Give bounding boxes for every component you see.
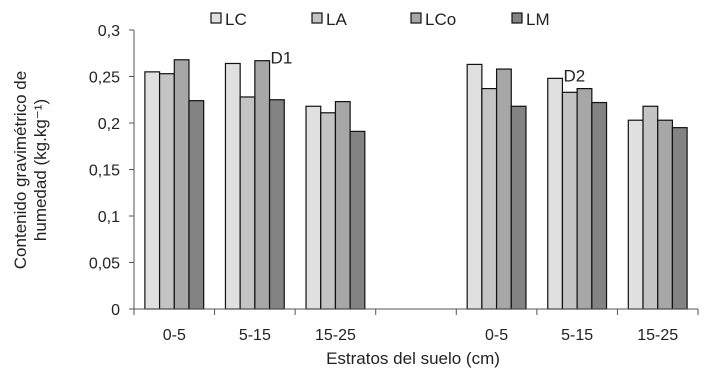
y-tick-label: 0,05	[89, 256, 120, 273]
legend-swatch	[311, 12, 323, 24]
panel-annotation: D1	[271, 49, 293, 68]
bar-lco	[495, 68, 512, 310]
legend-label: LA	[326, 10, 347, 29]
bar-lc	[144, 71, 161, 310]
legend-swatch	[511, 12, 523, 24]
axes-layer: 0 0,05 0,1 0,15 0,2 0,25 0,3 0-5 5-15 15-25 0-5 5-1…	[89, 23, 699, 344]
bar-lco	[576, 87, 593, 310]
legend-swatch	[210, 12, 222, 24]
bars-layer	[144, 59, 688, 310]
bar-la	[481, 87, 498, 310]
bar-la	[561, 91, 578, 310]
bar-lco	[173, 59, 190, 310]
x-tick-label: 5-15	[561, 327, 593, 344]
bar-lco	[657, 119, 674, 310]
y-tick-label: 0,1	[98, 209, 120, 226]
y-axis-label-line-2: humedad (kg.kg⁻¹)	[31, 99, 50, 241]
bar-lc	[547, 77, 564, 310]
y-tick-label: 0,15	[89, 163, 120, 180]
y-tick-label: 0,25	[89, 70, 120, 87]
legend: LC LA LCo LM	[210, 10, 550, 29]
bar-lco	[254, 60, 271, 310]
legend-label: LM	[526, 10, 550, 29]
bar-la	[642, 105, 659, 310]
bar-lc	[466, 63, 483, 310]
y-axis-label-line-1: Contenido gravimétrico de	[11, 71, 30, 269]
bar-la	[239, 96, 256, 310]
x-tick-label: 15-25	[637, 327, 678, 344]
bar-lm	[268, 99, 285, 310]
bar-lm	[510, 105, 527, 310]
legend-label: LC	[225, 10, 247, 29]
bar-lc	[224, 62, 241, 310]
y-tick-label: 0,3	[98, 23, 120, 40]
legend-swatch	[410, 12, 422, 24]
bar-lm	[349, 130, 366, 310]
bar-la	[158, 73, 175, 310]
bar-lm	[591, 101, 608, 310]
x-tick-label: 0-5	[163, 327, 186, 344]
bar-lm	[671, 127, 688, 310]
panel-annotation: D2	[563, 66, 585, 85]
bar-lm	[188, 100, 205, 310]
y-tick-label: 0	[111, 302, 120, 319]
x-tick-label: 0-5	[485, 327, 508, 344]
x-axis-label: Estratos del suelo (cm)	[326, 349, 500, 368]
bar-lco	[334, 101, 351, 310]
x-tick-label: 15-25	[315, 327, 356, 344]
legend-label: LCo	[425, 10, 456, 29]
y-axis-label: Contenido gravimétrico de humedad (kg.kg…	[11, 71, 50, 269]
bar-lc	[627, 119, 644, 310]
bar-lc	[305, 105, 322, 310]
x-tick-label: 5-15	[239, 327, 271, 344]
y-tick-label: 0,2	[98, 116, 120, 133]
bar-la	[320, 112, 337, 310]
annotations-layer: D1 D2	[271, 49, 586, 86]
